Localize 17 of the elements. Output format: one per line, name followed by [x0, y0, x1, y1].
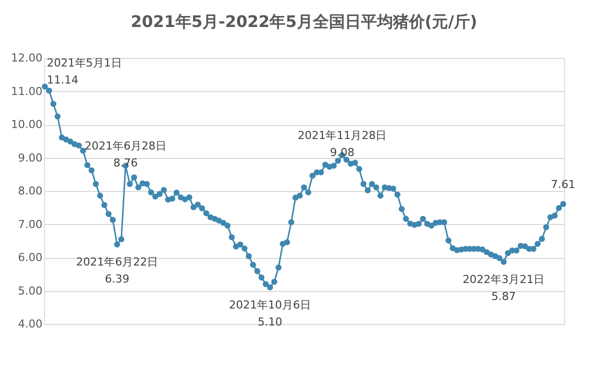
- chart-title: 2021年5月-2022年5月全国日平均猪价(元/斤): [130, 12, 478, 31]
- data-label: 7.61: [550, 178, 576, 191]
- data-label: 2021年5月1日 11.14: [46, 56, 122, 87]
- y-tick-label: 7.00: [18, 218, 42, 231]
- data-label: 2022年3月21日 5.87: [462, 272, 545, 303]
- data-label: 2021年11月28日 9.08: [298, 129, 387, 160]
- data-label: 2021年6月22日 6.39: [76, 256, 158, 286]
- data-label: 2021年6月28日 8.76: [84, 140, 167, 170]
- y-tick-label: 5.00: [18, 284, 42, 298]
- y-tick-label: 6.00: [18, 251, 42, 264]
- y-tick-label: 8.00: [18, 184, 42, 198]
- data-label: 2021年10月6日 5.10: [229, 298, 312, 328]
- y-tick-label: 9.00: [18, 151, 42, 164]
- y-tick-label: 11.00: [11, 84, 42, 98]
- y-tick-label: 4.00: [18, 318, 42, 330]
- y-tick-label: 10.00: [11, 118, 42, 131]
- y-tick-label: 12.00: [11, 52, 42, 64]
